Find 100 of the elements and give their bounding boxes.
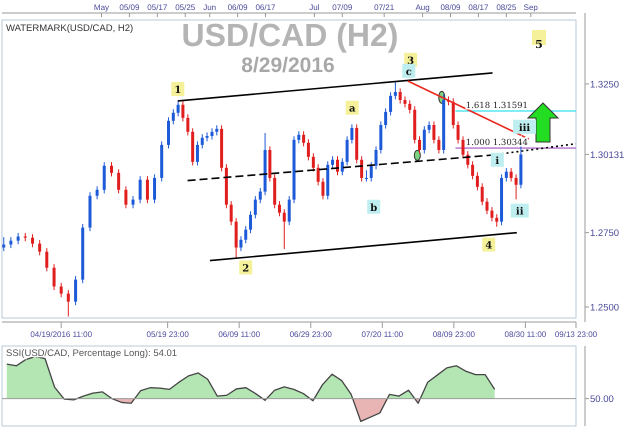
candlestick [302,130,306,147]
candlestick [486,198,488,215]
x2-tick-label: 05/25 [175,3,196,12]
x2-tick-label: May [94,3,110,12]
candlestick [124,186,128,209]
candlestick [331,156,334,169]
x-tick-label: 09/13 23:00 [554,330,598,339]
candlestick [312,152,315,172]
x-tick-label: 04/19/2016 11:00 [30,330,93,339]
ref-line-label: 1.618 1.31591 [466,100,528,111]
annotation: c [406,66,412,78]
candlestick [384,108,388,130]
candlestick [462,136,465,159]
annotation: 4 [485,240,492,252]
annotation: 5 [535,38,543,51]
candlestick [514,174,518,200]
candlestick [254,196,257,219]
candlestick [172,108,175,125]
candlestick [490,206,494,222]
x-tick-label: 08/09 23:00 [432,330,476,339]
candlestick [239,236,242,252]
candlestick [510,168,513,182]
candlestick [504,168,508,182]
x2-tick-label: 06/17 [256,3,276,12]
x2-tick-label: Sep [524,3,538,12]
candlestick [138,176,142,204]
x2-tick-label: Aug [415,3,430,12]
y-tick-label: 1.2750 [590,228,620,240]
candlestick [398,88,402,104]
candlestick [2,236,6,252]
candlestick [74,276,78,306]
candlestick [45,248,48,272]
y-tick-label: 1.3250 [590,79,620,90]
x2-tick-label: 06/09 [228,3,248,12]
candlestick [110,162,114,177]
x-tick-label: 07/20 11:00 [361,330,404,339]
annotation: a [348,104,356,115]
candlestick [340,158,344,176]
x2-tick-label: 07/21 [374,3,395,12]
candlestick [278,200,281,217]
annotation: i [495,156,500,167]
candlestick [456,120,460,144]
x2-tick-label: 08/17 [468,3,489,12]
y-tick-label: 1.2500 [590,302,620,314]
x2-tick-label: 07/09 [332,3,353,12]
annotation: b [370,202,378,214]
candlestick [370,162,373,182]
x2-tick-label: Jul [309,3,320,12]
candlestick [418,136,422,154]
ref-line-label: 1.000 1.30344 [466,138,528,148]
annotation: 1 [174,85,182,96]
candlestick [146,176,149,204]
x-tick-label: 05/19 23:00 [146,330,190,339]
candlestick [480,182,484,206]
x2-tick-label: 05/09 [119,3,140,12]
candlestick [316,164,320,186]
candlestick [306,138,310,161]
x2-tick-label: Jun [203,3,216,12]
annotation: iii [518,122,530,134]
candlestick [389,92,392,116]
candlestick [16,232,20,245]
chart-title: SSI(USD/CAD, Percentage Long): 54.01 [6,348,178,359]
candlestick [117,168,120,194]
candlestick [282,208,286,250]
text: 50.00 [590,394,614,406]
candlestick [66,290,70,318]
candlestick [394,81,397,100]
candlestick [495,214,498,228]
candlestick [60,282,63,298]
candlestick [215,124,218,136]
candlestick [200,134,204,149]
candlestick [374,146,378,170]
annotation: ii [516,206,524,218]
candlestick [96,186,99,200]
candlestick [452,98,455,130]
candlestick [258,188,262,204]
candlestick [346,136,349,166]
candlestick [408,100,412,114]
candlestick [153,174,156,204]
candlestick [31,234,34,248]
annotation: 3 [407,56,414,67]
x2-tick-label: 08/25 [496,3,517,12]
x-tick-label: 06/09 11:00 [218,330,261,339]
candlestick [186,114,190,136]
x2-tick-label: 08/09 [440,3,462,12]
annotation: 2 [242,263,250,274]
text: 8/29/2016 [241,54,335,77]
annotation: WATERMARK(USD/CAD, H2) [6,23,134,34]
candlestick [244,226,248,244]
candlestick [350,124,354,144]
candlestick [230,200,233,226]
candlestick [403,96,406,108]
x-tick-label: 06/29 23:00 [290,330,332,339]
candlestick [176,100,180,117]
candlestick [249,210,252,234]
candlestick [364,170,368,182]
candlestick [321,178,324,200]
x-tick-label: 08/30 11:00 [504,330,547,339]
candlestick [38,240,42,256]
candlestick [52,264,56,291]
